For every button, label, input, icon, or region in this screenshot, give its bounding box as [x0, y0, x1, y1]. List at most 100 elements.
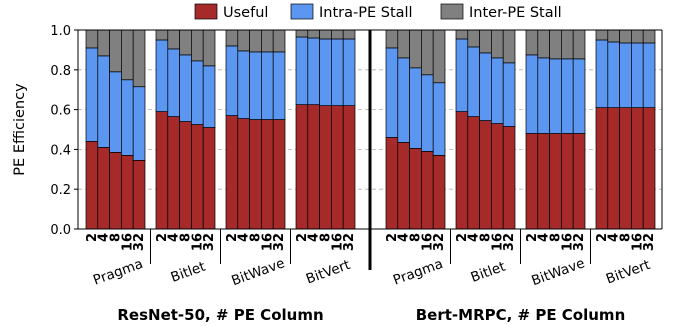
bar-intra	[537, 57, 550, 134]
x-tick-label: 32	[642, 233, 657, 251]
x-tick-label: 4	[607, 233, 622, 242]
bar-useful	[455, 111, 469, 230]
bar-inter	[631, 29, 644, 44]
legend-label: Inter-PE Stall	[469, 5, 562, 21]
bar-useful	[132, 159, 146, 230]
group-label: BitWave	[529, 255, 586, 289]
bar-intra	[467, 46, 480, 117]
bar-intra	[331, 38, 344, 106]
bar-inter	[272, 29, 286, 53]
x-tick-label: 16	[190, 233, 205, 251]
bar-useful	[631, 107, 644, 230]
bar-useful	[467, 116, 480, 230]
bar-inter	[225, 29, 239, 47]
bar-useful	[385, 137, 399, 230]
bar-useful	[409, 148, 422, 230]
bar-useful	[619, 107, 632, 230]
bar-intra	[179, 54, 192, 122]
bar-inter	[479, 29, 492, 54]
bar-intra	[307, 37, 320, 105]
bar-inter	[502, 29, 516, 64]
bar-useful	[191, 124, 204, 230]
bar-inter	[202, 29, 216, 67]
bar-intra	[97, 55, 110, 148]
bar-intra	[421, 74, 434, 152]
bar-intra	[155, 39, 169, 112]
bar-intra	[549, 58, 562, 134]
bar-useful	[121, 155, 134, 230]
x-tick-label: 8	[319, 233, 334, 242]
bar-inter	[331, 29, 344, 40]
x-tick-label: 4	[397, 233, 412, 242]
panel-xlabel: Bert-MRPC, # PE Column	[416, 306, 626, 324]
x-tick-label: 32	[202, 233, 217, 251]
x-tick-label: 4	[537, 233, 552, 242]
bar-inter	[249, 29, 262, 53]
x-tick-label: 4	[167, 233, 182, 242]
bar-useful	[537, 133, 550, 230]
bar-useful	[319, 105, 332, 230]
bar-inter	[307, 29, 320, 39]
bar-useful	[642, 107, 656, 230]
x-tick-label: 32	[132, 233, 147, 251]
bar-useful	[421, 151, 434, 230]
bar-intra	[225, 45, 239, 116]
bar-intra	[385, 47, 399, 138]
bar-useful	[525, 133, 539, 230]
bar-useful	[479, 120, 492, 230]
bar-intra	[191, 60, 204, 125]
bar-useful	[607, 107, 620, 230]
y-tick-label: 0.6	[50, 104, 71, 119]
bar-intra	[295, 36, 309, 105]
bar-inter	[191, 29, 204, 62]
x-tick-label: 16	[630, 233, 645, 251]
bar-useful	[237, 118, 250, 230]
group-label: Bitlet	[469, 259, 508, 286]
bar-useful	[502, 126, 516, 230]
x-tick-label: 2	[595, 233, 610, 242]
group-label: BitWave	[229, 255, 286, 289]
bar-intra	[561, 58, 574, 134]
bar-intra	[607, 41, 620, 108]
group-label: BitVert	[304, 257, 352, 288]
bar-useful	[155, 111, 169, 230]
bar-useful	[272, 119, 286, 230]
bar-inter	[121, 29, 134, 81]
legend-label: Intra-PE Stall	[319, 5, 413, 21]
bar-useful	[225, 115, 239, 230]
x-tick-label: 2	[295, 233, 310, 242]
group-label: Pragma	[91, 256, 145, 289]
bar-useful	[202, 127, 216, 230]
bar-useful	[295, 104, 309, 230]
bar-intra	[525, 54, 539, 134]
bar-inter	[432, 29, 446, 84]
bar-intra	[572, 58, 586, 134]
bar-inter	[595, 29, 609, 41]
x-tick-label: 8	[479, 233, 494, 242]
x-tick-label: 16	[120, 233, 135, 251]
bar-inter	[342, 29, 356, 40]
y-tick-label: 0.8	[50, 64, 71, 79]
x-tick-label: 4	[467, 233, 482, 242]
x-tick-label: 2	[85, 233, 100, 242]
bar-intra	[319, 38, 332, 106]
x-tick-label: 8	[249, 233, 264, 242]
bar-intra	[121, 79, 134, 156]
bar-inter	[261, 29, 274, 53]
bar-useful	[167, 116, 180, 230]
bar-inter	[561, 29, 574, 60]
x-tick-label: 4	[97, 233, 112, 242]
bar-intra	[631, 42, 644, 108]
bar-inter	[179, 29, 192, 56]
x-tick-label: 8	[619, 233, 634, 242]
bar-intra	[237, 50, 250, 119]
bar-useful	[97, 147, 110, 230]
bar-inter	[491, 29, 504, 59]
legend-swatch	[290, 3, 314, 20]
bar-inter	[167, 29, 180, 50]
x-tick-label: 8	[179, 233, 194, 242]
bar-useful	[572, 133, 586, 230]
x-tick-label: 2	[525, 233, 540, 242]
x-tick-label: 2	[155, 233, 170, 242]
